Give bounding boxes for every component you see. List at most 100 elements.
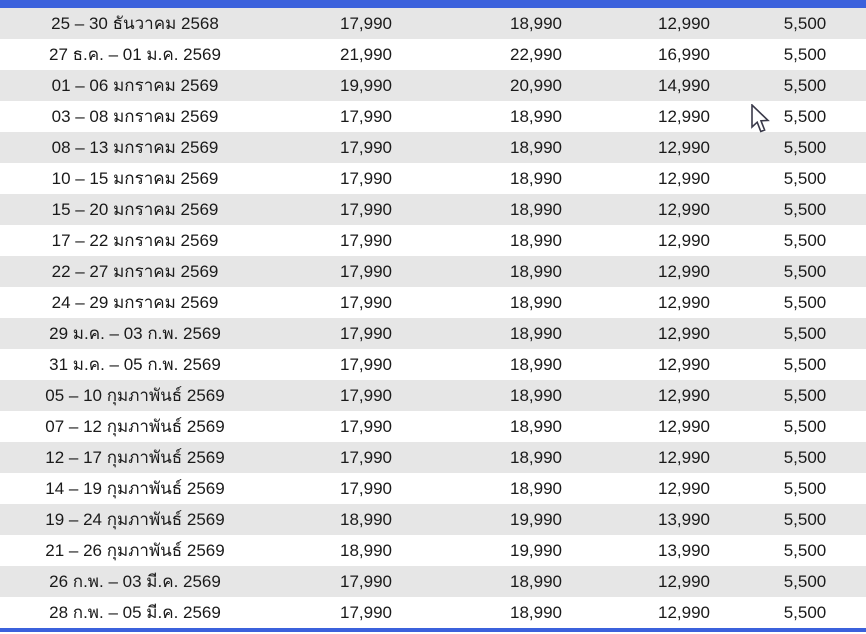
cell-price-3: 12,990 xyxy=(658,292,710,312)
cell-price-2: 18,990 xyxy=(510,602,562,622)
cell-date-range: 17 – 22 มกราคม 2569 xyxy=(51,231,219,250)
table-bottom-border xyxy=(0,628,866,632)
table-row: 22 – 27 มกราคม 2569 17,990 18,990 12,990… xyxy=(0,256,866,287)
table-row: 01 – 06 มกราคม 2569 19,990 20,990 14,990… xyxy=(0,70,866,101)
cell-date-range: 21 – 26 กุมภาพันธ์ 2569 xyxy=(45,541,225,560)
cell-price-4: 5,500 xyxy=(783,106,827,126)
cell-price-2: 18,990 xyxy=(510,292,562,312)
cell-price-3: 14,990 xyxy=(658,75,710,95)
cell-price-3: 12,990 xyxy=(658,571,710,591)
cell-price-2: 18,990 xyxy=(510,416,562,436)
cell-price-2: 18,990 xyxy=(510,385,562,405)
table-row: 14 – 19 กุมภาพันธ์ 2569 17,990 18,990 12… xyxy=(0,473,866,504)
cell-price-1: 17,990 xyxy=(340,354,392,374)
cell-price-1: 17,990 xyxy=(340,199,392,219)
cell-price-2: 18,990 xyxy=(510,447,562,467)
cell-price-2: 18,990 xyxy=(510,571,562,591)
table-row: 15 – 20 มกราคม 2569 17,990 18,990 12,990… xyxy=(0,194,866,225)
cell-price-1: 17,990 xyxy=(340,168,392,188)
cell-price-2: 18,990 xyxy=(510,137,562,157)
cell-price-4: 5,500 xyxy=(783,354,827,374)
cell-price-4: 5,500 xyxy=(783,168,827,188)
cell-price-4: 5,500 xyxy=(783,509,827,529)
table-row: 27 ธ.ค. – 01 ม.ค. 2569 21,990 22,990 16,… xyxy=(0,39,866,70)
cell-price-3: 12,990 xyxy=(658,199,710,219)
cell-price-2: 18,990 xyxy=(510,106,562,126)
cell-date-range: 08 – 13 มกราคม 2569 xyxy=(51,138,219,157)
cell-date-range: 28 ก.พ. – 05 มี.ค. 2569 xyxy=(49,603,221,622)
cell-price-1: 17,990 xyxy=(340,571,392,591)
cell-price-3: 12,990 xyxy=(658,478,710,498)
cell-price-4: 5,500 xyxy=(783,44,827,64)
table-row: 26 ก.พ. – 03 มี.ค. 2569 17,990 18,990 12… xyxy=(0,566,866,597)
cell-price-4: 5,500 xyxy=(783,571,827,591)
cell-price-3: 12,990 xyxy=(658,447,710,467)
cell-date-range: 27 ธ.ค. – 01 ม.ค. 2569 xyxy=(49,45,221,64)
cell-price-1: 17,990 xyxy=(340,323,392,343)
cell-price-2: 18,990 xyxy=(510,199,562,219)
cell-date-range: 31 ม.ค. – 05 ก.พ. 2569 xyxy=(49,355,221,374)
table-row: 17 – 22 มกราคม 2569 17,990 18,990 12,990… xyxy=(0,225,866,256)
table-row: 10 – 15 มกราคม 2569 17,990 18,990 12,990… xyxy=(0,163,866,194)
cell-price-2: 18,990 xyxy=(510,478,562,498)
cell-price-3: 12,990 xyxy=(658,137,710,157)
cell-price-4: 5,500 xyxy=(783,478,827,498)
cell-price-2: 18,990 xyxy=(510,230,562,250)
cell-price-3: 12,990 xyxy=(658,416,710,436)
cell-price-1: 18,990 xyxy=(340,540,392,560)
cell-price-4: 5,500 xyxy=(783,75,827,95)
cell-price-1: 17,990 xyxy=(340,230,392,250)
cell-date-range: 19 – 24 กุมภาพันธ์ 2569 xyxy=(45,510,225,529)
cell-date-range: 12 – 17 กุมภาพันธ์ 2569 xyxy=(45,448,225,467)
cell-price-4: 5,500 xyxy=(783,13,827,33)
table-row: 29 ม.ค. – 03 ก.พ. 2569 17,990 18,990 12,… xyxy=(0,318,866,349)
cell-price-1: 17,990 xyxy=(340,385,392,405)
cell-date-range: 29 ม.ค. – 03 ก.พ. 2569 xyxy=(49,324,221,343)
cell-price-3: 12,990 xyxy=(658,230,710,250)
table-row: 07 – 12 กุมภาพันธ์ 2569 17,990 18,990 12… xyxy=(0,411,866,442)
cell-price-1: 17,990 xyxy=(340,447,392,467)
table-row: 25 – 30 ธันวาคม 2568 17,990 18,990 12,99… xyxy=(0,8,866,39)
cell-price-2: 18,990 xyxy=(510,168,562,188)
cell-price-1: 21,990 xyxy=(340,44,392,64)
cell-price-3: 12,990 xyxy=(658,323,710,343)
cell-price-4: 5,500 xyxy=(783,602,827,622)
cell-price-1: 17,990 xyxy=(340,478,392,498)
cell-price-1: 17,990 xyxy=(340,13,392,33)
cell-price-2: 20,990 xyxy=(510,75,562,95)
cell-price-3: 12,990 xyxy=(658,385,710,405)
cell-price-4: 5,500 xyxy=(783,323,827,343)
table-row: 12 – 17 กุมภาพันธ์ 2569 17,990 18,990 12… xyxy=(0,442,866,473)
cell-price-4: 5,500 xyxy=(783,230,827,250)
cell-price-1: 17,990 xyxy=(340,292,392,312)
cell-date-range: 22 – 27 มกราคม 2569 xyxy=(51,262,219,281)
cell-price-3: 16,990 xyxy=(658,44,710,64)
table-row: 03 – 08 มกราคม 2569 17,990 18,990 12,990… xyxy=(0,101,866,132)
cell-price-4: 5,500 xyxy=(783,292,827,312)
cell-price-3: 12,990 xyxy=(658,261,710,281)
cell-date-range: 25 – 30 ธันวาคม 2568 xyxy=(51,14,219,33)
price-table-body: 25 – 30 ธันวาคม 2568 17,990 18,990 12,99… xyxy=(0,8,866,628)
table-row: 24 – 29 มกราคม 2569 17,990 18,990 12,990… xyxy=(0,287,866,318)
table-row: 08 – 13 มกราคม 2569 17,990 18,990 12,990… xyxy=(0,132,866,163)
tour-price-table: 25 – 30 ธันวาคม 2568 17,990 18,990 12,99… xyxy=(0,8,866,628)
cell-price-1: 18,990 xyxy=(340,509,392,529)
cell-price-1: 17,990 xyxy=(340,416,392,436)
table-top-border xyxy=(0,0,866,8)
cell-price-3: 12,990 xyxy=(658,354,710,374)
cell-date-range: 07 – 12 กุมภาพันธ์ 2569 xyxy=(45,417,225,436)
cell-date-range: 14 – 19 กุมภาพันธ์ 2569 xyxy=(45,479,225,498)
cell-price-4: 5,500 xyxy=(783,540,827,560)
cell-price-2: 18,990 xyxy=(510,261,562,281)
cell-price-2: 18,990 xyxy=(510,354,562,374)
cell-date-range: 24 – 29 มกราคม 2569 xyxy=(51,293,219,312)
cell-price-1: 17,990 xyxy=(340,261,392,281)
cell-price-4: 5,500 xyxy=(783,261,827,281)
cell-price-4: 5,500 xyxy=(783,385,827,405)
table-row: 31 ม.ค. – 05 ก.พ. 2569 17,990 18,990 12,… xyxy=(0,349,866,380)
table-row: 21 – 26 กุมภาพันธ์ 2569 18,990 19,990 13… xyxy=(0,535,866,566)
cell-date-range: 15 – 20 มกราคม 2569 xyxy=(51,200,219,219)
cell-date-range: 01 – 06 มกราคม 2569 xyxy=(51,76,219,95)
cell-price-2: 19,990 xyxy=(510,540,562,560)
cell-price-1: 17,990 xyxy=(340,106,392,126)
